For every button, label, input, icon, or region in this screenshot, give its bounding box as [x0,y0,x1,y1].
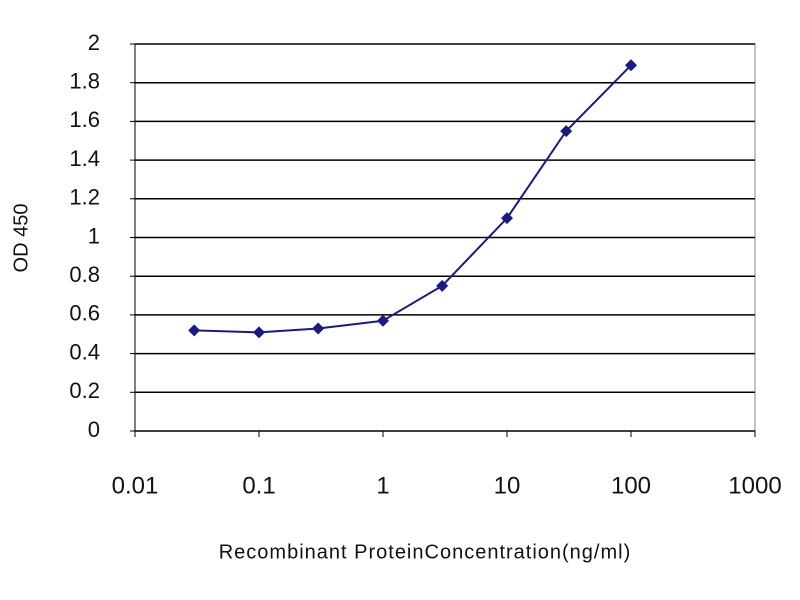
x-tick-label: 0.1 [242,472,275,499]
y-tick-label: 0 [88,417,100,442]
y-tick-label: 1.8 [69,69,100,94]
y-tick-label: 1.2 [69,185,100,210]
y-tick-label: 0.4 [69,339,100,364]
y-axis-label: OD 450 [10,204,32,273]
y-tick-label: 0.8 [69,262,100,287]
x-tick-label: 10 [494,472,521,499]
data-point [253,326,265,339]
data-point [436,279,449,292]
y-tick-label: 1.4 [69,146,100,171]
y-tick-label: 0.6 [69,301,100,326]
data-point [501,212,513,225]
y-tick-label: 0.2 [69,378,100,403]
data-point [312,322,325,335]
y-tick-label: 1.6 [69,107,100,132]
x-tick-label: 1 [376,472,389,499]
x-tick-label: 0.01 [112,472,159,499]
data-point [625,59,637,72]
x-tick-label: 100 [611,472,651,499]
data-point [188,324,201,337]
x-axis-label: Recombinant ProteinConcentration(ng/ml) [219,541,632,563]
y-tick-label: 1 [88,223,100,248]
y-tick-label: 2 [88,30,100,55]
data-line [194,64,632,334]
x-tick-label: 1000 [728,472,781,499]
data-point [377,314,389,327]
data-point [560,125,573,138]
